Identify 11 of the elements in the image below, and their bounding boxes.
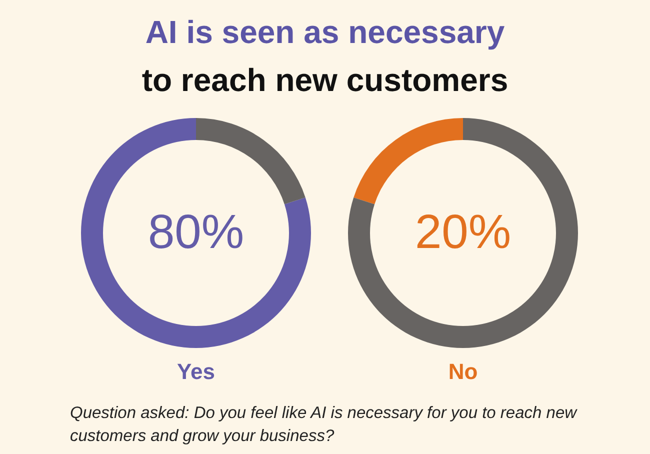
text: Question asked: Do you feel like AI is necessary for you to reach new customers and grow your business?	[70, 403, 578, 447]
donut-slice	[348, 118, 578, 348]
donut-slice	[354, 118, 463, 204]
chart-subtitle: to reach new customers	[140, 61, 510, 100]
data-label: 20%	[414, 205, 512, 261]
text: No	[447, 358, 479, 386]
chart-title: AI is seen as necessary	[144, 13, 506, 52]
text: Yes	[176, 358, 216, 386]
donut-slice	[196, 118, 306, 204]
donut-slice	[81, 118, 311, 348]
data-label: 80%	[146, 205, 246, 261]
